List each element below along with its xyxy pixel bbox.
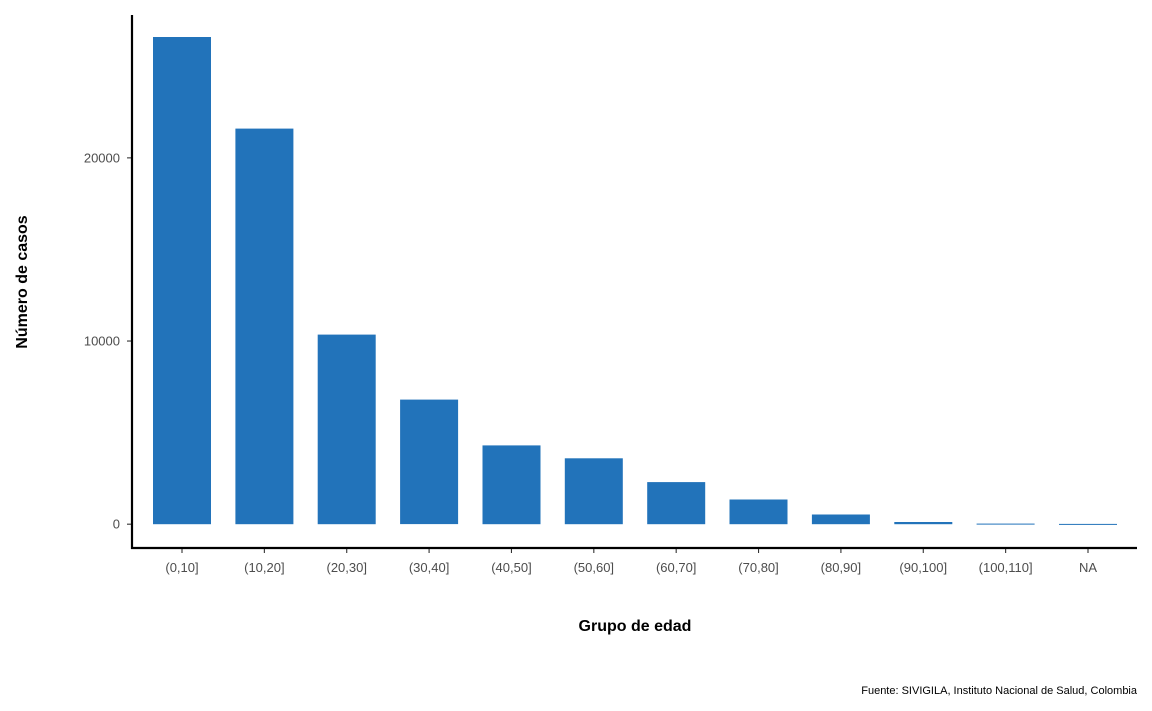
- bar: [811, 514, 870, 525]
- bar: [894, 522, 953, 525]
- bar: [976, 523, 1035, 525]
- x-tick-label: (80,90]: [821, 560, 861, 575]
- y-tick-label: 10000: [84, 334, 120, 349]
- y-axis-title: Número de casos: [14, 215, 31, 348]
- bar: [400, 399, 459, 525]
- x-tick-label: (30,40]: [409, 560, 449, 575]
- bar: [729, 499, 788, 525]
- x-tick-label: (0,10]: [165, 560, 198, 575]
- x-tick-label: (40,50]: [491, 560, 531, 575]
- x-tick-label: (50,60]: [574, 560, 614, 575]
- x-tick-label: (70,80]: [738, 560, 778, 575]
- x-tick-label: (10,20]: [244, 560, 284, 575]
- x-tick-label: (100,110]: [979, 560, 1033, 575]
- bar: [482, 445, 541, 525]
- x-tick-label: (60,70]: [656, 560, 696, 575]
- y-tick-label: 20000: [84, 150, 120, 165]
- bars-group: [153, 37, 1117, 525]
- bar: [1059, 523, 1117, 525]
- y-ticks-group: 0 10000 20000: [84, 150, 132, 532]
- x-ticks-group: (0,10] (10,20] (20,30] (30,40] (40,50] (50,60…: [165, 548, 1097, 575]
- bar: [647, 482, 706, 525]
- caption: Fuente: SIVIGILA, Instituto Nacional de …: [861, 685, 1138, 697]
- y-tick-label: 0: [113, 517, 120, 532]
- bar: [153, 37, 211, 525]
- x-tick-label: (20,30]: [326, 560, 366, 575]
- x-tick-label: (90,100]: [899, 560, 947, 575]
- bar: [235, 128, 294, 525]
- x-tick-label: NA: [1079, 560, 1097, 575]
- x-axis-title: Grupo de edad: [579, 618, 692, 635]
- bar: [317, 334, 376, 525]
- bar: [564, 458, 623, 525]
